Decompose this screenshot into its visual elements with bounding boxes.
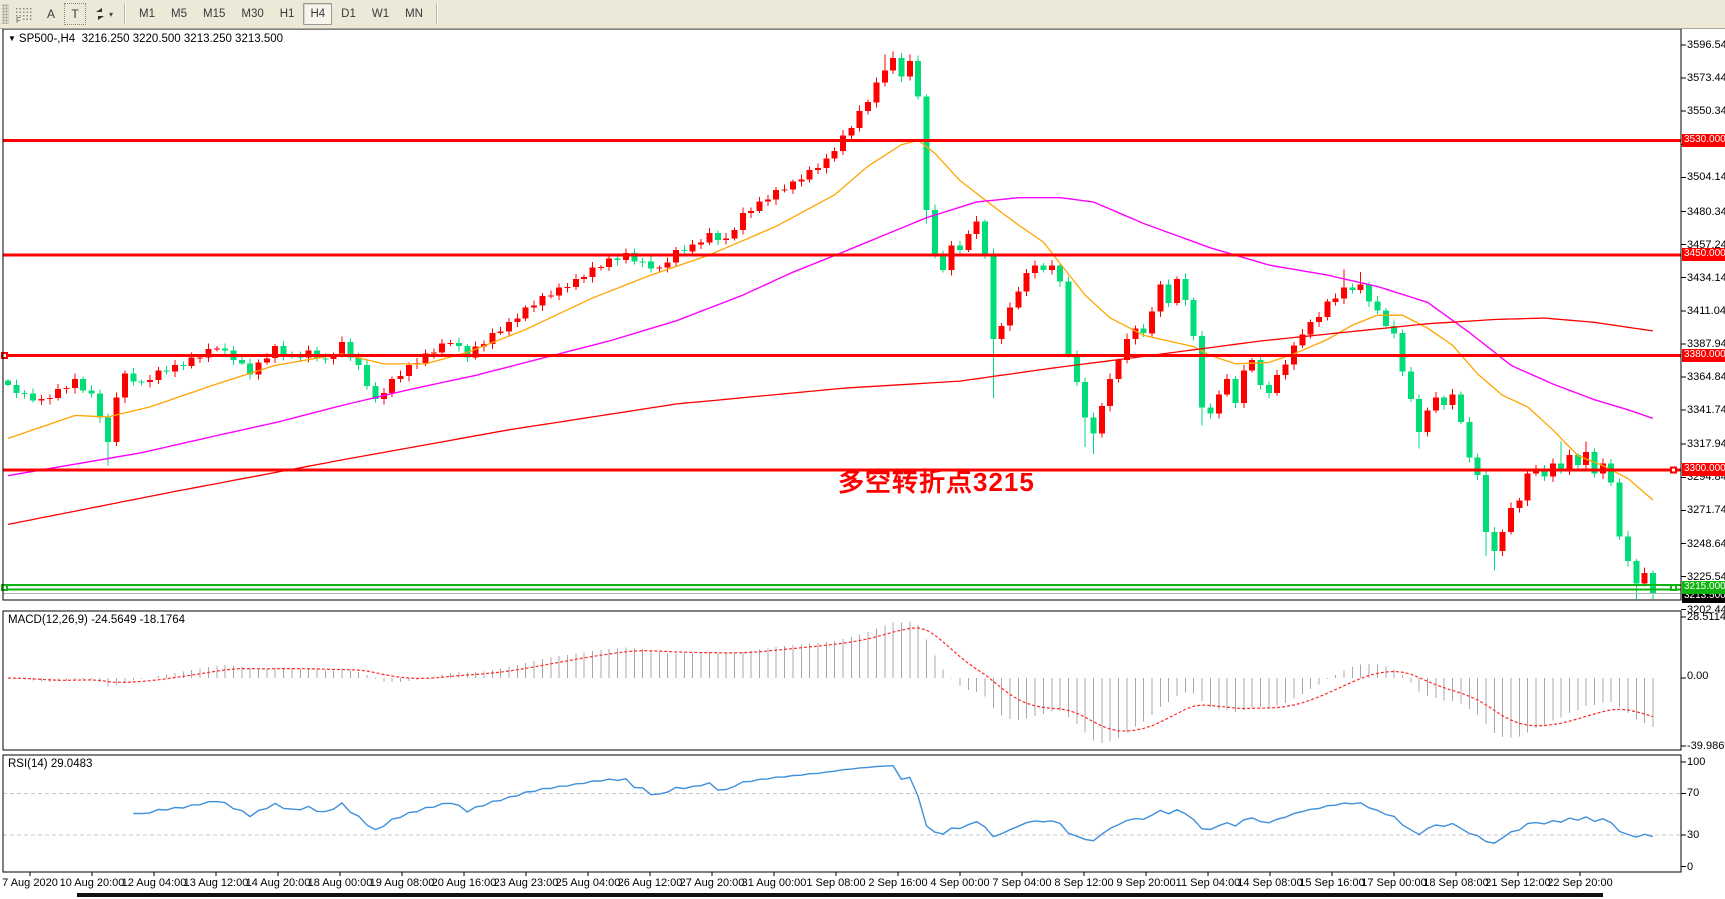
time-axis-label: 7 Aug 2020 (2, 877, 58, 889)
price-axis-label: 3457.240 (1687, 238, 1725, 251)
time-axis-label: 18 Sep 08:00 (1423, 877, 1489, 889)
time-axis-label: 17 Sep 00:00 (1361, 877, 1427, 889)
time-axis-label: 13 Aug 12:00 (183, 877, 249, 889)
level-badge-3300: 3300.000 (1682, 463, 1725, 477)
rsi-axis-label: 70 (1687, 787, 1700, 800)
rsi-line (133, 764, 1654, 844)
toolbar-separator (124, 4, 127, 24)
rsi-axis-label: 30 (1687, 829, 1700, 842)
time-axis-label: 14 Aug 20:00 (245, 877, 311, 889)
macd-signal-line (7, 627, 1654, 732)
price-axis-label: 3317.940 (1687, 438, 1725, 451)
timeframe-button-m5[interactable]: M5 (171, 8, 187, 20)
macd-histogram (15, 621, 1654, 743)
grid-f-icon[interactable]: F (10, 3, 38, 25)
text-t-icon: T (71, 7, 79, 21)
price-axis-label: 3225.540 (1687, 570, 1725, 583)
time-axis-label: 11 Sep 04:00 (1175, 877, 1241, 889)
ma-fast-line[interactable] (7, 139, 1654, 501)
cycle-arrows-icon: ▾ (93, 7, 113, 21)
level-badge-3450: 3450.000 (1682, 248, 1725, 262)
macd-axis-label: 28.5114 (1687, 611, 1725, 623)
toolbar-grip[interactable] (2, 4, 9, 24)
timeframe-button-h1[interactable]: H1 (279, 8, 295, 20)
price-axis-label: 3202.440 (1687, 603, 1725, 616)
time-axis-label: 7 Sep 04:00 (992, 877, 1052, 889)
grid-f-icon-glyph: F (15, 6, 33, 25)
rsi-axis-label: 100 (1687, 755, 1706, 768)
toolbar: F A T ▾ M1 M5 M15 M30 H1 H4 D1 W1 MN (0, 0, 1725, 29)
rsi-indicator-label: RSI(14) 29.0483 (8, 758, 93, 770)
time-axis-label: 8 Sep 12:00 (1054, 877, 1114, 889)
time-axis-label: 2 Sep 16:00 (868, 877, 928, 889)
price-axis-label: 3480.340 (1687, 205, 1725, 218)
time-axis-label: 20 Aug 16:00 (431, 877, 497, 889)
timeframe-button-m30[interactable]: M30 (241, 8, 264, 20)
time-axis-label: 21 Sep 12:00 (1485, 877, 1551, 889)
price-axis-label: 3573.440 (1687, 72, 1725, 85)
rsi-axis-label: 0 (1687, 860, 1694, 873)
price-axis-label: 3550.340 (1687, 105, 1725, 118)
timeframe-button-mn[interactable]: MN (405, 8, 423, 20)
horizontal-scrollbar[interactable] (77, 893, 1603, 897)
chevron-down-icon: ▾ (109, 9, 114, 19)
timeframe-button-m1[interactable]: M1 (139, 8, 155, 20)
price-axis-label: 3434.140 (1687, 271, 1725, 284)
macd-axis-label: 0.00 (1687, 670, 1709, 682)
macd-indicator-label: MACD(12,26,9) -24.5649 -18.1764 (8, 614, 186, 626)
level-badge-3380: 3380.000 (1682, 348, 1725, 362)
symbol-period-label: SP500-,H4 (18, 33, 76, 45)
time-axis-label: 26 Aug 12:00 (617, 877, 683, 889)
price-axis-label: 3504.140 (1687, 171, 1725, 184)
toolbar-separator-2 (435, 4, 438, 24)
rsi-levels (3, 792, 1681, 836)
time-axis-label: 18 Aug 00:00 (307, 877, 373, 889)
time-axis-label: 4 Sep 00:00 (930, 877, 990, 889)
timeframe-buttons: M1 M5 M15 M30 H1 H4 D1 W1 MN (131, 3, 431, 25)
time-axis-label: 1 Sep 08:00 (806, 877, 866, 889)
time-axis-label: 14 Sep 08:00 (1237, 877, 1303, 889)
time-axis-label: 22 Sep 20:00 (1547, 877, 1613, 889)
text-tool-button[interactable]: T (64, 3, 86, 25)
ma-mid-line[interactable] (7, 197, 1654, 477)
font-a-icon: A (46, 7, 55, 21)
time-axis-label: 9 Sep 20:00 (1116, 877, 1176, 889)
macd-axis-label: -39.9869 (1687, 740, 1725, 752)
level-badge-3215: 3215.000 (1682, 580, 1725, 594)
price-axis-label: 3596.540 (1687, 39, 1725, 51)
level-badge-3530: 3530.000 (1682, 133, 1725, 147)
font-tool-button[interactable]: A (40, 3, 62, 25)
time-axis-label: 23 Aug 23:00 (493, 877, 559, 889)
price-axis-label: 3271.740 (1687, 504, 1725, 517)
chevron-down-icon[interactable]: ▼ (8, 34, 16, 43)
ma-slow-line[interactable] (7, 317, 1653, 526)
timeframe-button-w1[interactable]: W1 (371, 8, 390, 20)
cycle-arrows-button[interactable]: ▾ (88, 3, 118, 25)
panel-borders (2, 28, 1686, 876)
time-axis-label: 12 Aug 04:00 (121, 877, 187, 889)
timeframe-button-m15[interactable]: M15 (202, 8, 226, 20)
timeframe-button-h4[interactable]: H4 (303, 3, 333, 25)
time-axis-label: 15 Sep 16:00 (1299, 877, 1365, 889)
time-axis-label: 19 Aug 08:00 (369, 877, 435, 889)
time-axis-label: 10 Aug 20:00 (59, 877, 125, 889)
price-axis-label: 3248.640 (1687, 537, 1725, 550)
time-axis-label: 31 Aug 00:00 (741, 877, 807, 889)
timeframe-button-d1[interactable]: D1 (341, 8, 356, 20)
chart-title: ▼ SP500-,H4 3216.250 3220.500 3213.250 32… (8, 33, 283, 45)
ohlc-readout: 3216.250 3220.500 3213.250 3213.500 (81, 33, 284, 45)
time-axis-label: 25 Aug 04:00 (555, 877, 621, 889)
price-axis-label: 3411.040 (1687, 304, 1725, 317)
time-axis-label: 27 Aug 20:00 (679, 877, 745, 889)
price-axis-label: 3364.840 (1687, 371, 1725, 384)
chart-text-annotation[interactable]: 多空转折点3215 (838, 467, 1035, 497)
price-axis-label: 3341.740 (1687, 404, 1725, 417)
price-axis-label: 3387.940 (1687, 337, 1725, 350)
